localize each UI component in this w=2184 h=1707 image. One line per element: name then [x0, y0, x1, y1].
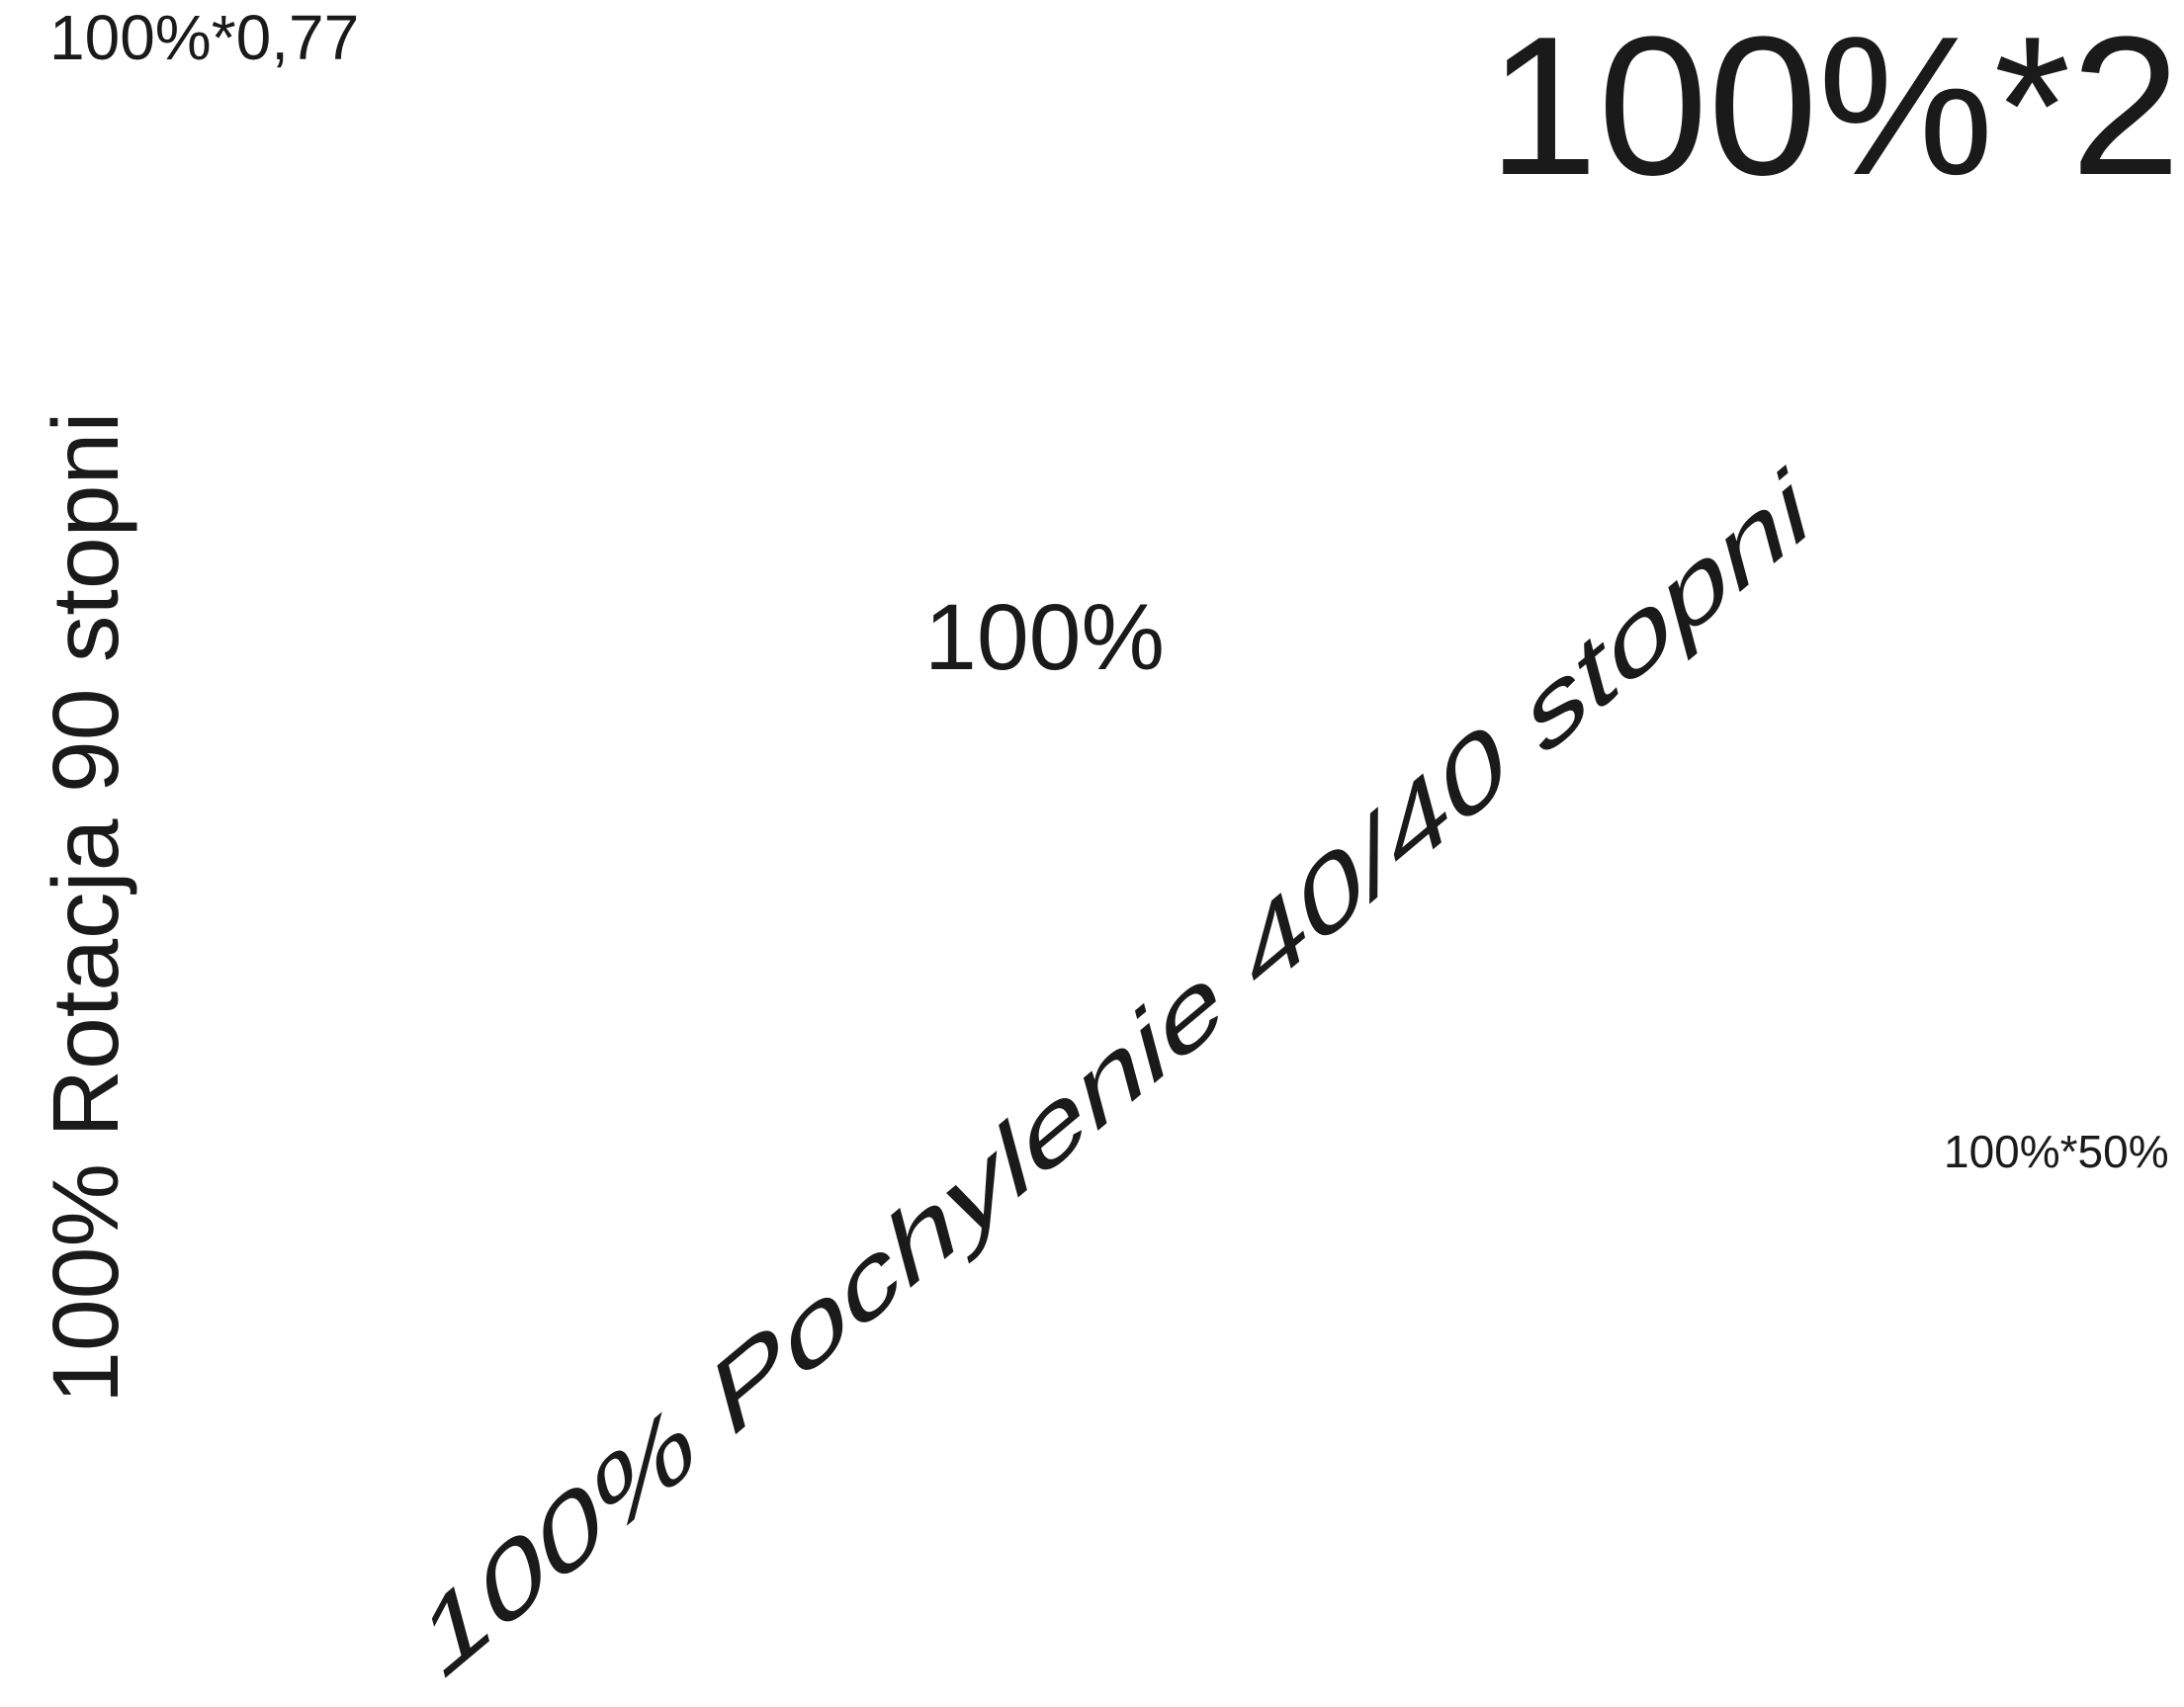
scaled-text-50-percent: 100%*50%: [1944, 1126, 2169, 1177]
normal-text: 100%: [924, 585, 1165, 690]
scaled-text-077: 100%*0,77: [49, 2, 360, 73]
scaled-text-2x: 100%*2: [1488, 0, 2181, 216]
rotated-text-90: 100% Rotacja 90 stopni: [34, 411, 138, 1404]
